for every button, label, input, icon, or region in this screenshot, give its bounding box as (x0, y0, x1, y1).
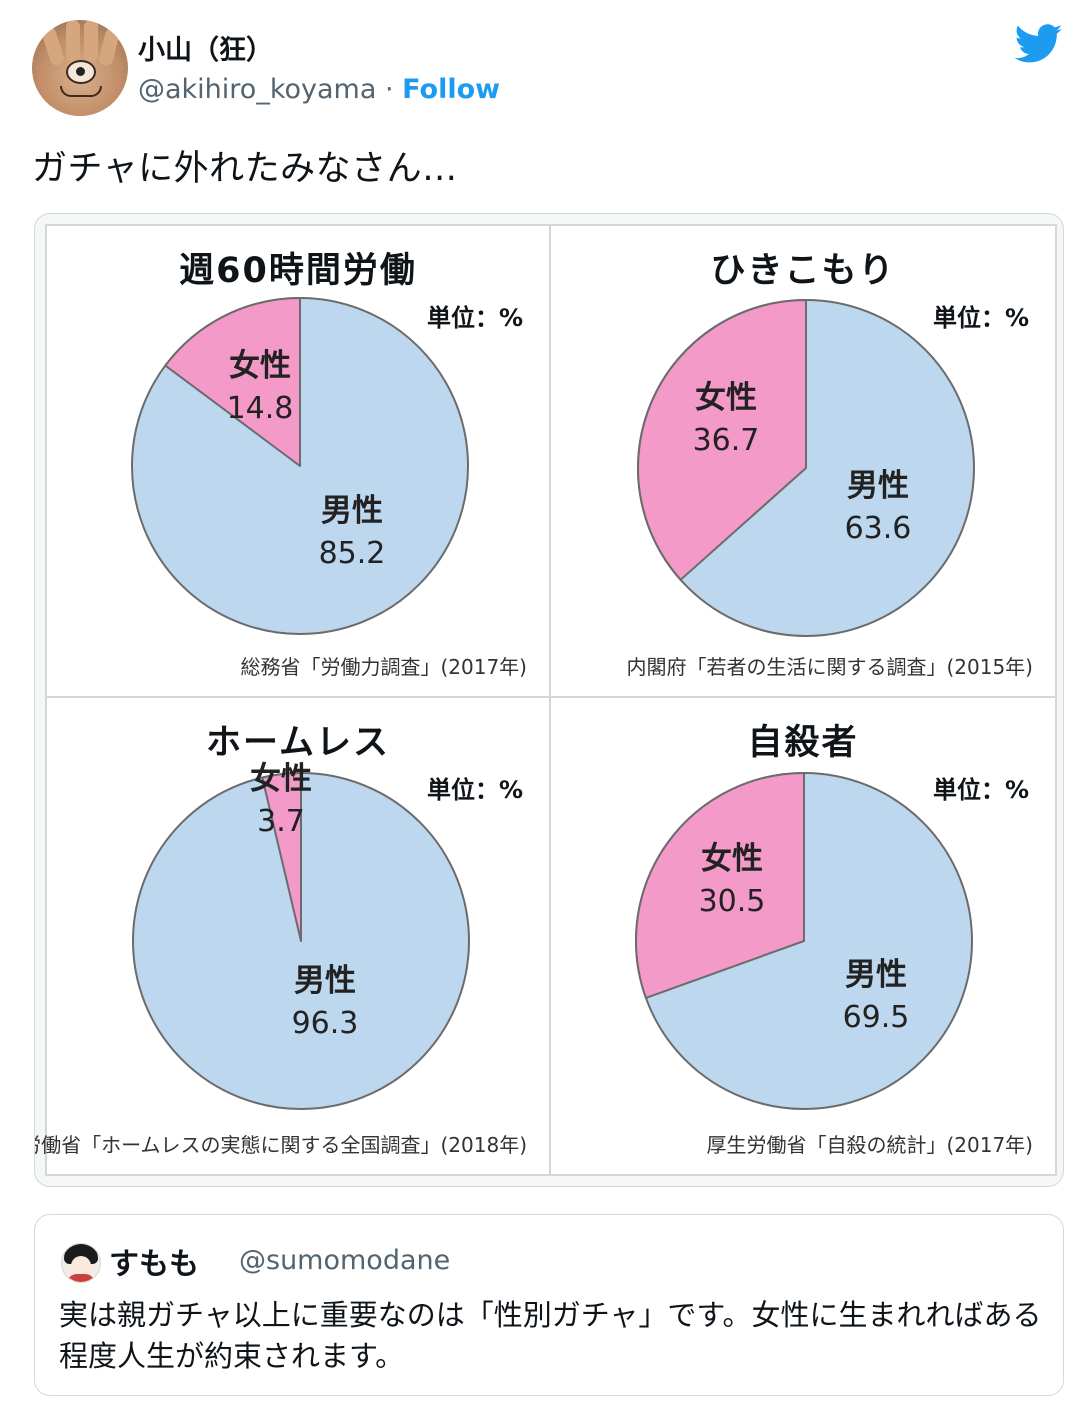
tweet-media[interactable]: 女性 14.8 男性 85.2 週60時間労働 単位：% 総務省「労働力調査」(201… (34, 213, 1064, 1187)
slice-label-male: 男性 (294, 963, 356, 999)
unit-label: 単位：% (932, 776, 1029, 804)
pie-chart-overwork: 女性 14.8 男性 85.2 (131, 297, 469, 635)
chart-title: ホームレス (206, 723, 390, 763)
slice-value-female: 3.7 (257, 804, 305, 839)
unit-label: 単位：% (426, 304, 523, 332)
author-avatar[interactable] (32, 20, 128, 116)
pie-chart-hikikomori: 女性 36.7 男性 63.6 (637, 299, 975, 637)
pie-slice-female (637, 299, 807, 581)
separator-dot: · (384, 74, 394, 105)
slice-value-male: 63.6 (845, 511, 912, 546)
chart-panel-homeless: 女性 3.7 男性 96.3 ホームレス 単位：% 厚生労働省「ホームレスの実態に関す… (35, 698, 551, 1174)
pie-slice-female (261, 772, 302, 942)
unit-label: 単位：% (932, 304, 1029, 332)
slice-value-male: 85.2 (319, 536, 386, 571)
unit-label: 単位：% (426, 776, 523, 804)
eye-drawing (66, 60, 96, 84)
quote-text: 実は親ガチャ以上に重要なのは「性別ガチャ」です。女性に生まれればある程度人生が約… (59, 1298, 1042, 1373)
chart-source: 総務省「労働力調査」(2017年) (240, 655, 527, 679)
chart-panel-hikikomori: 女性 36.7 男性 63.6 ひきこもり 単位：% 内閣府「若者の生活に関する調査」… (551, 226, 1055, 698)
chart-source: 厚生労働省「ホームレスの実態に関する全国調査」(2018年) (34, 1133, 527, 1157)
pie-slice-female (164, 297, 301, 467)
chart-panel-suicide: 女性 30.5 男性 69.5 自殺者 単位：% 厚生労働省「自殺の統計」(2017年… (551, 698, 1055, 1174)
slice-label-male: 男性 (845, 957, 907, 993)
slice-value-female: 30.5 (699, 884, 766, 919)
pie-chart-suicide: 女性 30.5 男性 69.5 (635, 772, 973, 1110)
chart-title: ひきこもり (710, 251, 896, 291)
tweet-text: ガチャに外れたみなさん… (32, 149, 458, 189)
quote-author-avatar[interactable] (61, 1243, 101, 1283)
quote-author-name[interactable]: すもも (109, 1247, 199, 1282)
slice-value-male: 96.3 (292, 1006, 359, 1041)
author-handle-row: @akihiro_koyama · Follow (138, 74, 500, 105)
chart-panel-overwork: 女性 14.8 男性 85.2 週60時間労働 単位：% 総務省「労働力調査」(201… (47, 226, 551, 698)
quoted-tweet[interactable]: すもも @sumomodane 実は親ガチャ以上に重要なのは「性別ガチャ」です。… (34, 1214, 1064, 1396)
slice-label-female: 女性 (701, 841, 763, 877)
slice-label-female: 女性 (695, 380, 757, 416)
chart-grid: 女性 14.8 男性 85.2 週60時間労働 単位：% 総務省「労働力調査」(201… (35, 224, 1057, 1176)
pie-chart-homeless: 女性 3.7 男性 96.3 (132, 761, 470, 1110)
mouth-drawing (60, 86, 102, 97)
quote-author-handle[interactable]: @sumomodane (239, 1245, 451, 1276)
slice-value-female: 36.7 (693, 423, 760, 458)
pie-slice-female (635, 772, 805, 999)
slice-label-male: 男性 (321, 493, 383, 529)
follow-button[interactable]: Follow (402, 74, 501, 105)
slice-label-female: 女性 (229, 348, 291, 384)
chart-source: 厚生労働省「自殺の統計」(2017年) (706, 1133, 1033, 1157)
author-name[interactable]: 小山（狂） (138, 35, 273, 66)
slice-value-female: 14.8 (227, 391, 294, 426)
slice-label-female: 女性 (250, 761, 312, 797)
chart-source: 内閣府「若者の生活に関する調査」(2015年) (626, 655, 1033, 679)
slice-value-male: 69.5 (843, 1000, 910, 1035)
twitter-bird-icon[interactable] (1014, 24, 1064, 64)
chart-title: 自殺者 (747, 723, 859, 763)
chart-title: 週60時間労働 (179, 251, 417, 291)
slice-label-male: 男性 (847, 468, 909, 504)
author-handle[interactable]: @akihiro_koyama (138, 74, 377, 105)
